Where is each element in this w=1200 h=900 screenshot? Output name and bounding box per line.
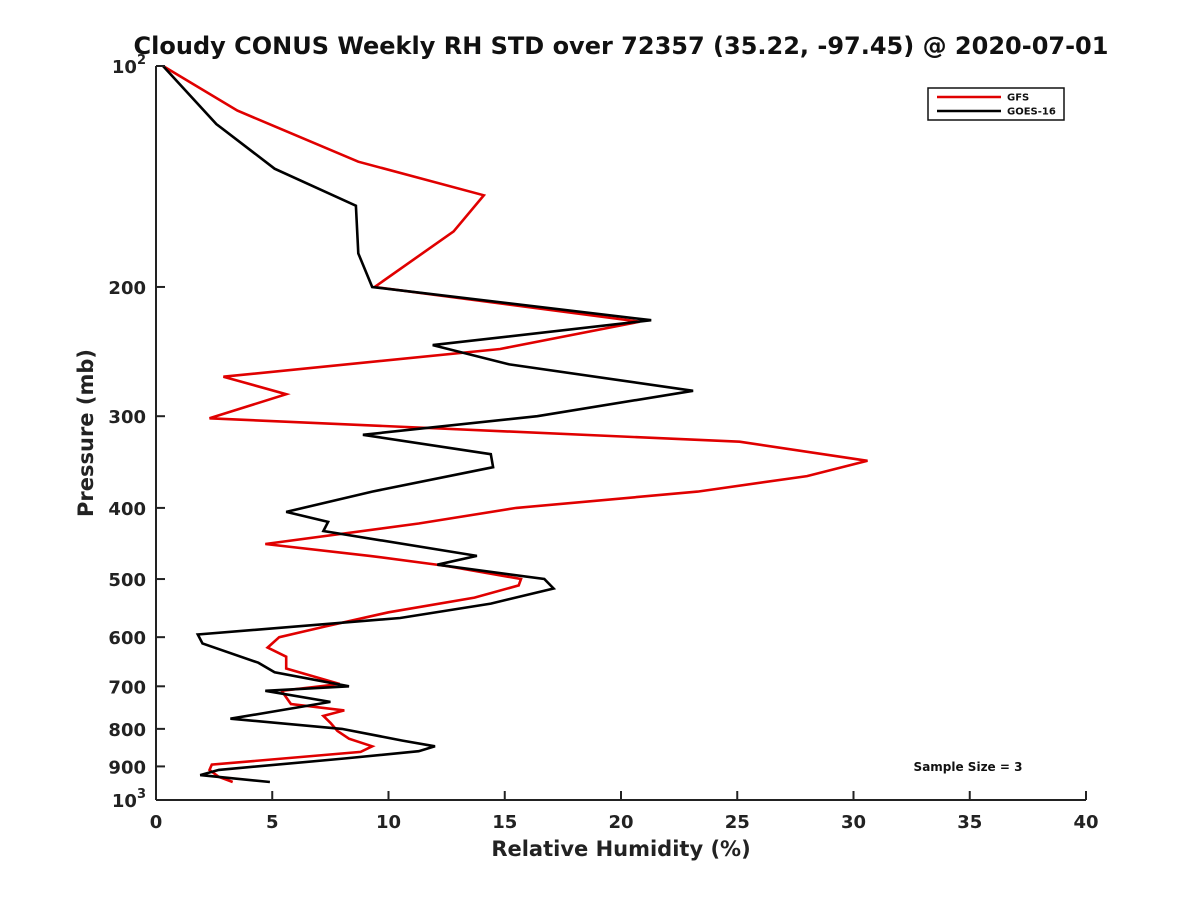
sample-size-annotation: Sample Size = 3 bbox=[914, 760, 1023, 774]
y-tick-label: 400 bbox=[108, 499, 146, 520]
y-tick-label: 900 bbox=[108, 757, 146, 778]
series-line-goes-16 bbox=[162, 65, 694, 784]
y-tick-label: 800 bbox=[108, 720, 146, 741]
x-tick-label: 5 bbox=[266, 812, 279, 833]
y-tick-label: 600 bbox=[108, 628, 146, 649]
y-axis-label: Pressure (mb) bbox=[74, 349, 98, 517]
x-tick-label: 10 bbox=[376, 812, 401, 833]
x-tick-label: 0 bbox=[150, 812, 163, 833]
y-tick-label: 102 bbox=[112, 53, 146, 78]
y-tick-label: 300 bbox=[108, 407, 146, 428]
x-tick-label: 15 bbox=[492, 812, 517, 833]
x-tick-label: 20 bbox=[608, 812, 633, 833]
x-tick-label: 35 bbox=[957, 812, 982, 833]
plot-area bbox=[162, 64, 868, 784]
x-tick-label: 25 bbox=[725, 812, 750, 833]
legend: GFS GOES-16 bbox=[927, 87, 1065, 121]
x-axis-label: Relative Humidity (%) bbox=[491, 837, 750, 861]
series-line-gfs bbox=[162, 64, 868, 784]
y-tick-label: 103 bbox=[112, 787, 146, 812]
x-tick-label: 40 bbox=[1073, 812, 1098, 833]
chart-title: Cloudy CONUS Weekly RH STD over 72357 (3… bbox=[134, 32, 1109, 60]
x-tick-label: 30 bbox=[841, 812, 866, 833]
legend-box bbox=[927, 87, 1065, 121]
legend-label-goes-16: GOES-16 bbox=[1007, 107, 1056, 118]
y-tick-label: 500 bbox=[108, 570, 146, 591]
axes: 0 5 10 15 20 25 30 35 40 102 200 300 400 500 600 700 800… bbox=[108, 53, 1098, 833]
y-tick-label: 700 bbox=[108, 677, 146, 698]
legend-label-gfs: GFS bbox=[1007, 93, 1029, 104]
y-tick-label: 200 bbox=[108, 278, 146, 299]
